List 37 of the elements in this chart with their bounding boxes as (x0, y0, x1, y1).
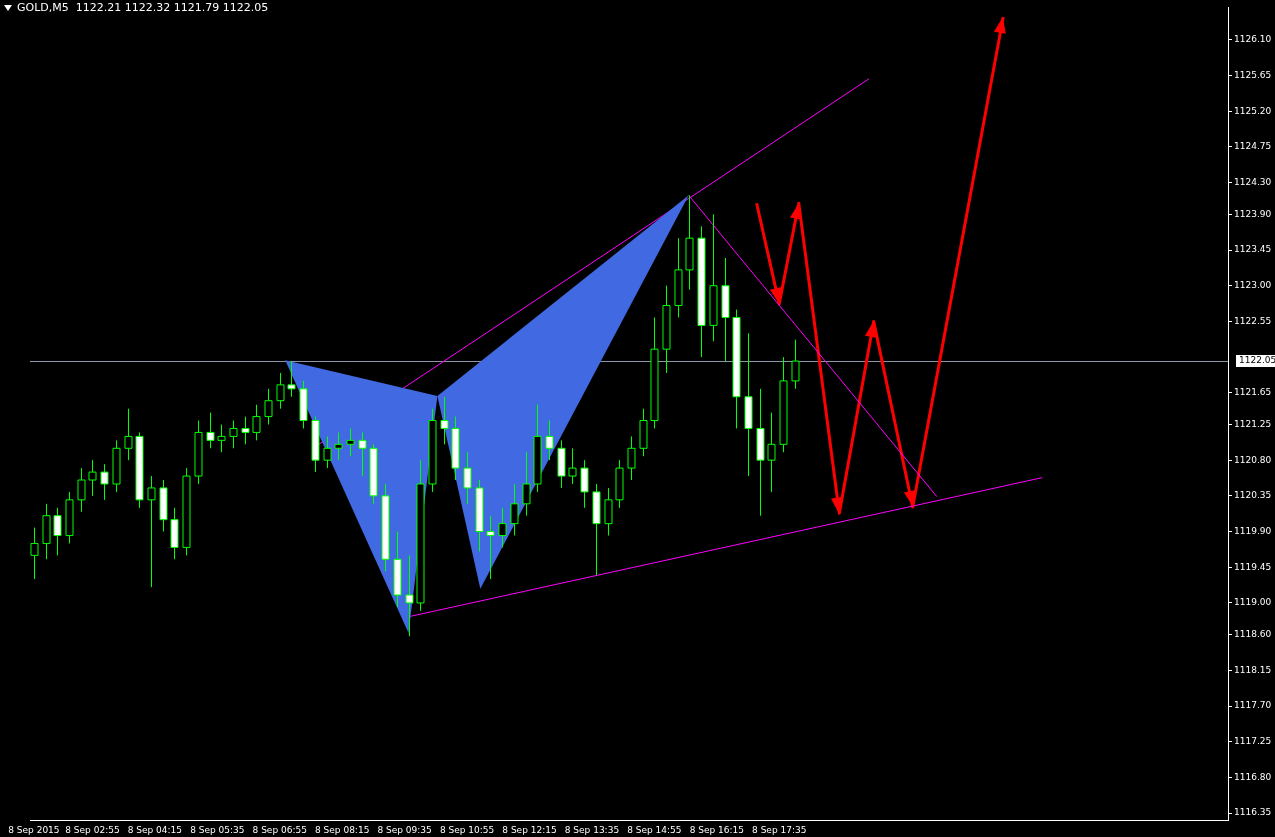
y-tick-label: 1119.45 (1234, 561, 1272, 572)
y-tick-label: 1123.45 (1234, 244, 1272, 255)
chart-title: GOLD,M5 1122.21 1122.32 1121.79 1122.05 (17, 1, 269, 14)
y-tick-label: 1121.25 (1234, 418, 1272, 429)
y-tick-label: 1119.90 (1234, 525, 1272, 536)
y-tick-label: 1123.90 (1234, 208, 1272, 219)
x-tick-label: 8 Sep 05:35 (190, 824, 245, 835)
y-tick-label: 1117.70 (1234, 700, 1272, 711)
ref-line-label: 1122.05 (1239, 355, 1275, 366)
x-tick-label: 8 Sep 17:35 (752, 824, 807, 835)
x-tick-label: 8 Sep 2015 (8, 824, 60, 835)
x-tick-label: 8 Sep 02:55 (65, 824, 120, 835)
y-tick-label: 1125.65 (1234, 69, 1272, 80)
y-tick-label: 1124.75 (1234, 141, 1272, 152)
y-tick-label: 1118.15 (1234, 664, 1272, 675)
y-tick-label: 1124.30 (1234, 176, 1272, 187)
x-tick-label: 8 Sep 06:55 (252, 824, 307, 835)
y-tick-label: 1121.65 (1234, 387, 1272, 398)
y-tick-label: 1119.00 (1234, 597, 1272, 608)
y-tick-label: 1116.80 (1234, 771, 1272, 782)
y-tick-label: 1126.10 (1234, 34, 1272, 45)
x-tick-label: 8 Sep 16:15 (689, 824, 744, 835)
x-tick-label: 8 Sep 04:15 (127, 824, 183, 835)
x-tick-label: 8 Sep 08:15 (315, 824, 370, 835)
y-tick-label: 1116.35 (1234, 807, 1272, 818)
x-tick-label: 8 Sep 13:35 (564, 824, 620, 835)
y-tick-label: 1123.00 (1234, 280, 1272, 291)
y-tick-label: 1120.35 (1234, 490, 1272, 501)
y-tick-label: 1120.80 (1234, 454, 1272, 465)
x-tick-label: 8 Sep 14:55 (627, 824, 682, 835)
x-tick-label: 8 Sep 09:35 (377, 824, 432, 835)
y-tick-label: 1117.25 (1234, 736, 1272, 747)
y-tick-label: 1118.60 (1234, 628, 1272, 639)
y-tick-label: 1125.20 (1234, 105, 1272, 116)
x-tick-label: 8 Sep 10:55 (439, 824, 495, 835)
y-tick-label: 1122.55 (1234, 315, 1272, 326)
x-tick-label: 8 Sep 12:15 (502, 824, 557, 835)
